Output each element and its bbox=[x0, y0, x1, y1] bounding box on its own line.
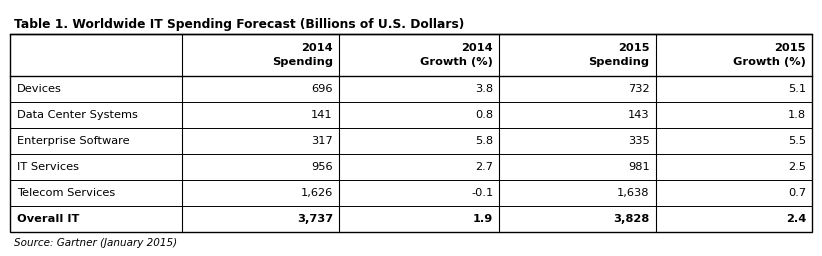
Text: Telecom Services: Telecom Services bbox=[17, 188, 115, 198]
Text: 0.8: 0.8 bbox=[475, 110, 493, 120]
Text: IT Services: IT Services bbox=[17, 162, 79, 172]
Text: 3,828: 3,828 bbox=[613, 214, 649, 224]
Text: 143: 143 bbox=[628, 110, 649, 120]
Text: Source: Gartner (January 2015): Source: Gartner (January 2015) bbox=[14, 238, 177, 248]
Text: 5.8: 5.8 bbox=[475, 136, 493, 146]
Text: 956: 956 bbox=[312, 162, 333, 172]
Text: 3.8: 3.8 bbox=[475, 84, 493, 94]
Text: Growth (%): Growth (%) bbox=[420, 57, 493, 67]
Text: 317: 317 bbox=[311, 136, 333, 146]
Text: 981: 981 bbox=[628, 162, 649, 172]
Text: 5.1: 5.1 bbox=[787, 84, 806, 94]
Text: 2015: 2015 bbox=[774, 43, 806, 53]
Text: 5.5: 5.5 bbox=[787, 136, 806, 146]
Text: 696: 696 bbox=[312, 84, 333, 94]
Text: 732: 732 bbox=[628, 84, 649, 94]
Text: Growth (%): Growth (%) bbox=[733, 57, 806, 67]
Text: Devices: Devices bbox=[17, 84, 62, 94]
Text: Table 1. Worldwide IT Spending Forecast (Billions of U.S. Dollars): Table 1. Worldwide IT Spending Forecast … bbox=[14, 18, 464, 31]
Text: 0.7: 0.7 bbox=[787, 188, 806, 198]
Bar bbox=[10, 34, 812, 232]
Text: 3,737: 3,737 bbox=[297, 214, 333, 224]
Text: 2015: 2015 bbox=[618, 43, 649, 53]
Text: Spending: Spending bbox=[272, 57, 333, 67]
Text: 2.7: 2.7 bbox=[475, 162, 493, 172]
Text: 1.8: 1.8 bbox=[787, 110, 806, 120]
Text: 2014: 2014 bbox=[462, 43, 493, 53]
Text: Overall IT: Overall IT bbox=[17, 214, 80, 224]
Text: 1,626: 1,626 bbox=[301, 188, 333, 198]
Text: 2.5: 2.5 bbox=[788, 162, 806, 172]
Text: 2.4: 2.4 bbox=[786, 214, 806, 224]
Text: Enterprise Software: Enterprise Software bbox=[17, 136, 130, 146]
Text: Data Center Systems: Data Center Systems bbox=[17, 110, 138, 120]
Text: 141: 141 bbox=[312, 110, 333, 120]
Text: 1,638: 1,638 bbox=[617, 188, 649, 198]
Text: Spending: Spending bbox=[589, 57, 649, 67]
Text: 2014: 2014 bbox=[301, 43, 333, 53]
Text: -0.1: -0.1 bbox=[471, 188, 493, 198]
Text: 1.9: 1.9 bbox=[473, 214, 493, 224]
Text: 335: 335 bbox=[628, 136, 649, 146]
